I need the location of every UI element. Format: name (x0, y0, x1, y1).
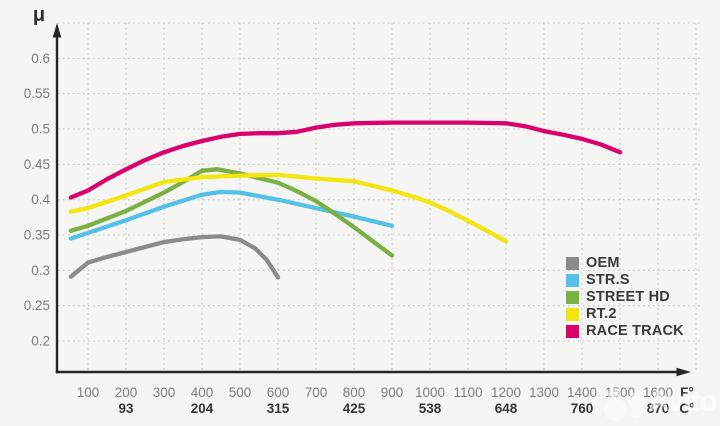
legend-swatch-strs (566, 274, 579, 287)
y-tick-label: 0.55 (24, 86, 50, 101)
y-tick-label: 0.5 (31, 121, 50, 136)
x-tick-label-f: 200 (115, 385, 138, 400)
x-tick-label-c: 93 (118, 401, 134, 416)
x-tick-label-c: 315 (267, 401, 290, 416)
legend-item-strs: STR.S (566, 272, 684, 288)
x-tick-label-f: 500 (229, 385, 252, 400)
x-tick-label-f: 600 (267, 385, 290, 400)
x-tick-label-c: 648 (495, 401, 518, 416)
legend-swatch-street-hd (566, 291, 579, 304)
series-line-rt-2 (68, 172, 509, 244)
legend: OEM STR.S STREET HD RT.2 RACE TRACK (566, 255, 684, 339)
legend-swatch-oem (566, 257, 579, 270)
x-tick-label-c: 425 (343, 401, 366, 416)
legend-label-race-track: RACE TRACK (586, 323, 684, 339)
x-tick-label-f: 700 (305, 385, 328, 400)
y-tick-label: 0.6 (31, 51, 50, 66)
y-tick-label: 0.2 (31, 334, 50, 349)
x-tick-label-f: 900 (381, 385, 404, 400)
x-tick-label-f: 1300 (529, 385, 559, 400)
x-tick-label-c: 870 (647, 401, 670, 416)
x-tick-label-f: 1000 (415, 385, 445, 400)
legend-label-rt2: RT.2 (586, 306, 617, 322)
x-tick-label-f: 100 (77, 385, 100, 400)
x-tick-label-f: 1500 (605, 385, 635, 400)
legend-item-race-track: RACE TRACK (566, 323, 684, 339)
x-tick-label-f: 300 (153, 385, 176, 400)
x-axis-unit-celsius: C° (679, 401, 694, 416)
legend-swatch-race-track (566, 325, 579, 338)
y-axis-arrow-icon (52, 23, 62, 38)
x-tick-label-f: 1200 (491, 385, 521, 400)
x-axis-unit-fahrenheit: F° (680, 385, 694, 400)
x-tick-label-c: 760 (571, 401, 594, 416)
y-tick-label: 0.35 (24, 227, 50, 242)
y-tick-label: 0.4 (31, 192, 50, 207)
legend-item-rt2: RT.2 (566, 306, 684, 322)
x-tick-label-c: 538 (419, 401, 442, 416)
x-axis-arrow-icon (676, 367, 691, 377)
x-tick-label-f: 1600 (643, 385, 673, 400)
y-tick-label: 0.45 (24, 157, 50, 172)
series-line-oem (68, 234, 281, 280)
legend-label-street-hd: STREET HD (586, 289, 670, 305)
x-tick-label-f: 800 (343, 385, 366, 400)
x-tick-label-f: 1400 (567, 385, 597, 400)
legend-item-street-hd: STREET HD (566, 289, 684, 305)
x-tick-label-f: 1100 (453, 385, 482, 400)
legend-label-oem: OEM (586, 255, 620, 271)
series-line-race-track (68, 120, 623, 200)
y-tick-label: 0.25 (24, 298, 50, 313)
legend-swatch-rt2 (566, 308, 579, 321)
y-axis-unit-label: μ (33, 4, 45, 26)
y-tick-label: 0.3 (31, 263, 50, 278)
legend-item-oem: OEM (566, 255, 684, 271)
x-tick-label-c: 204 (191, 401, 214, 416)
x-tick-label-f: 400 (191, 385, 214, 400)
legend-label-strs: STR.S (586, 272, 630, 288)
